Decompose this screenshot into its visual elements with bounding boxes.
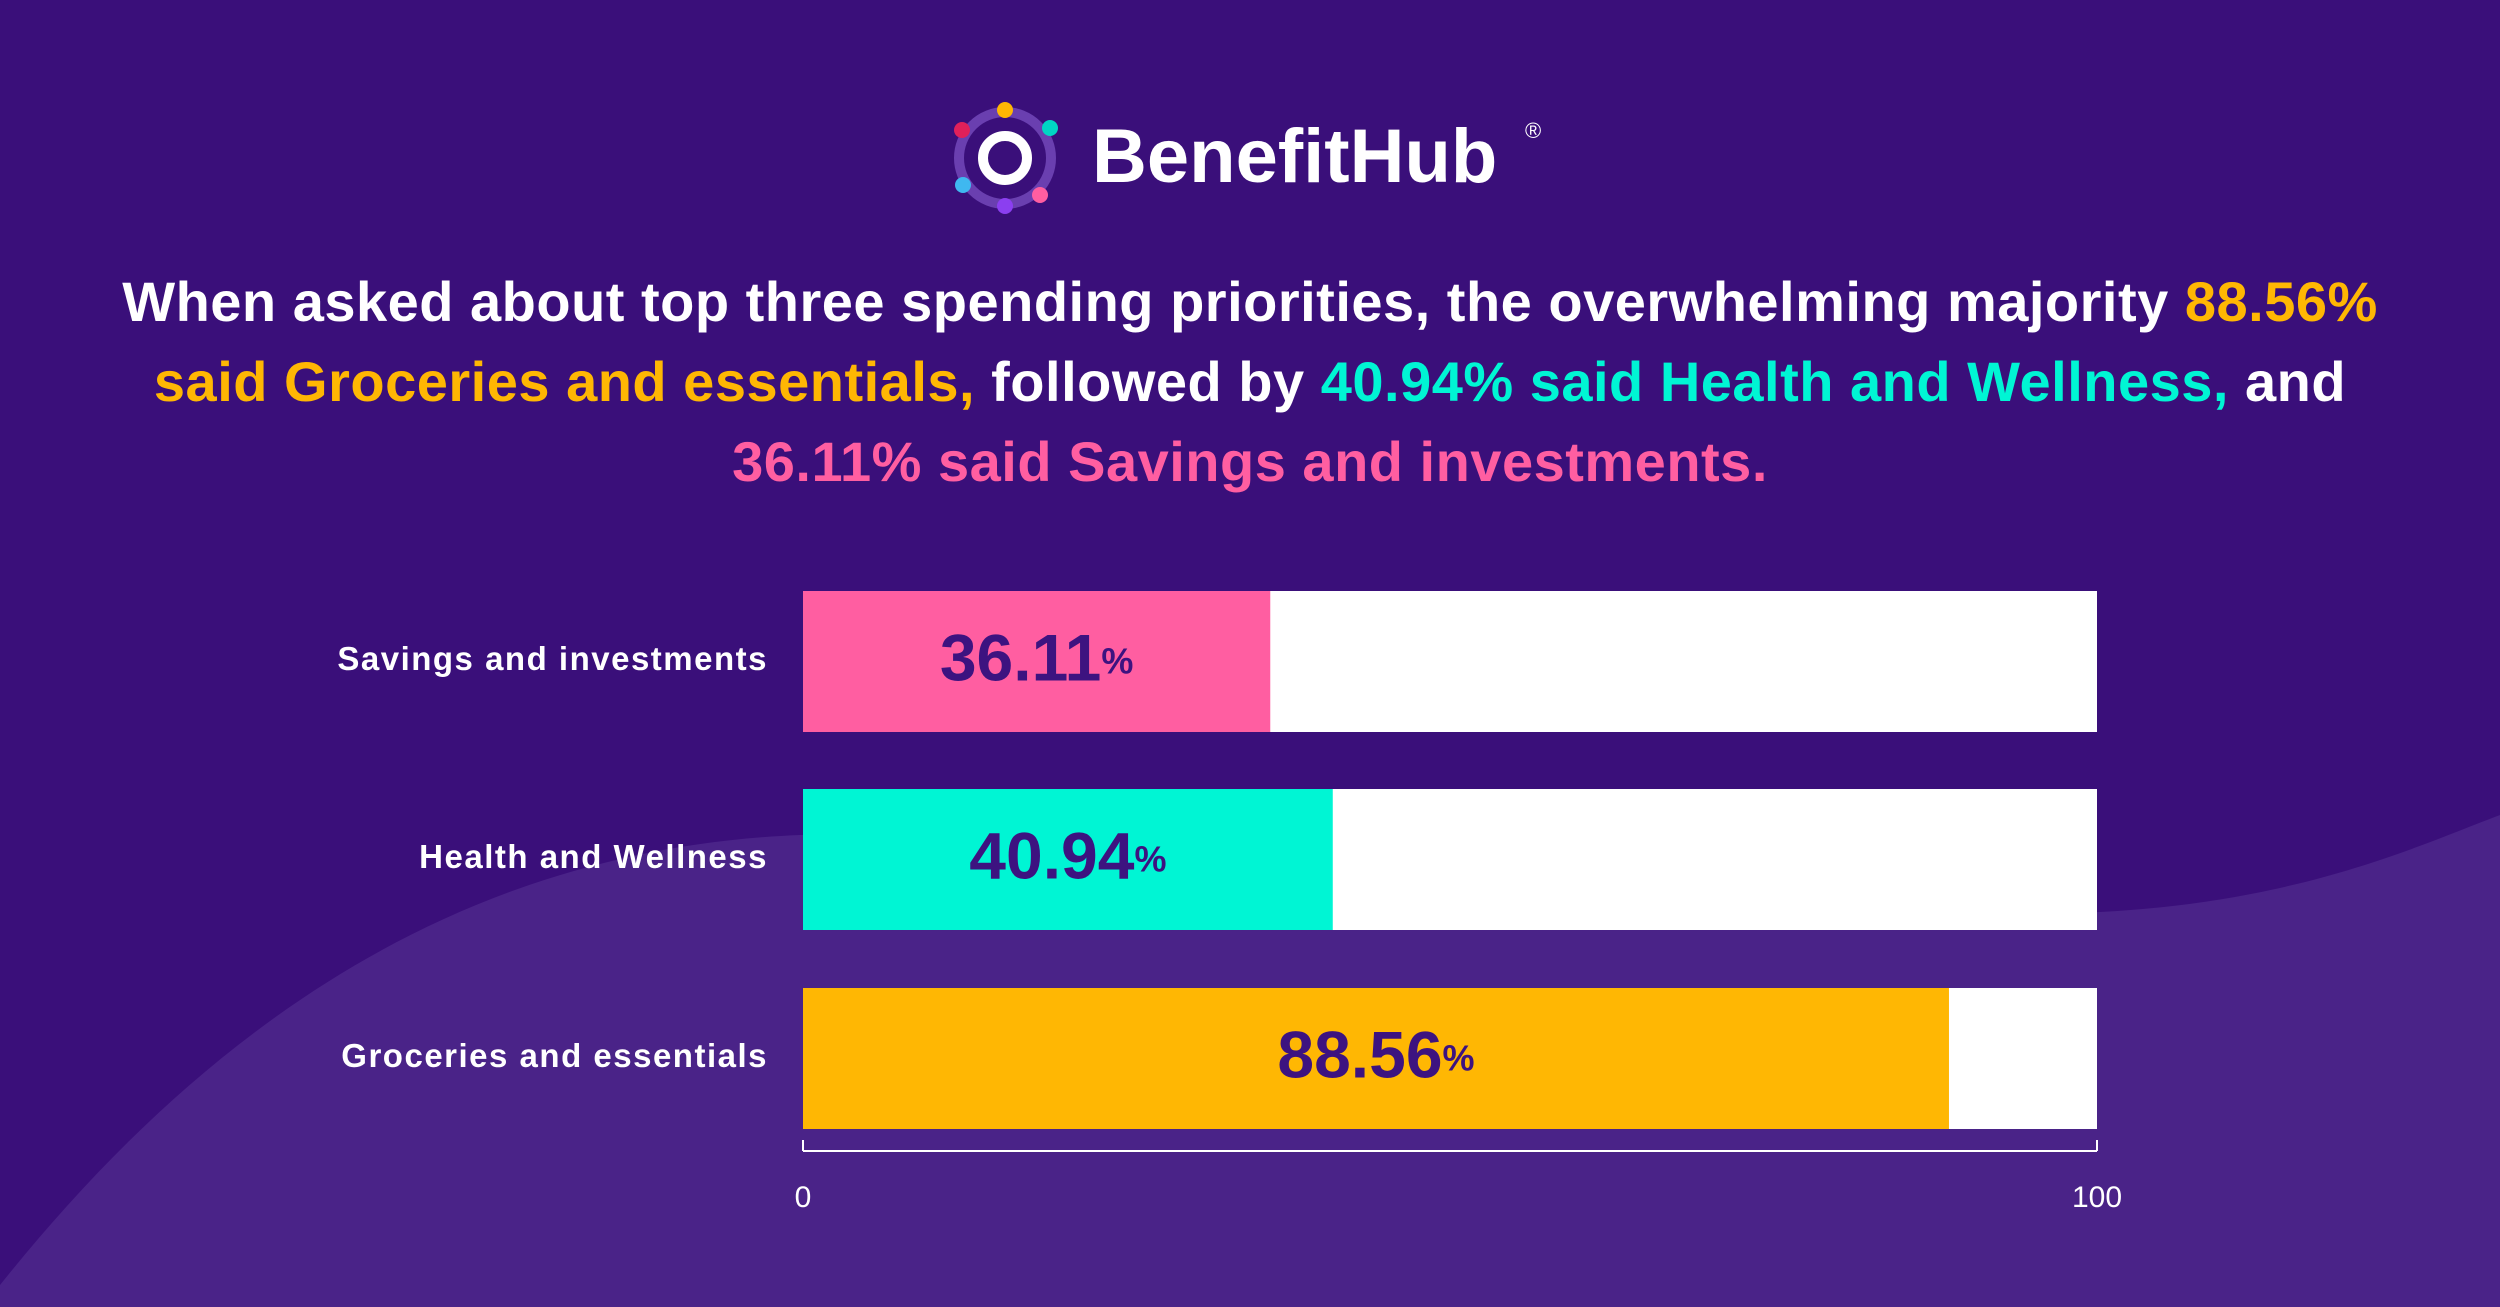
category-label: Health and Wellness — [419, 838, 768, 875]
logo-icon — [954, 102, 1058, 214]
value-label: 40.94% — [969, 819, 1166, 893]
headline-segment: followed by — [975, 350, 1321, 413]
headline: When asked about top three spending prio… — [120, 262, 2380, 502]
headline-segment: and — [2228, 350, 2347, 413]
category-label: Savings and investments — [337, 640, 768, 677]
x-tick-label: 0 — [795, 1181, 812, 1214]
headline-segment: When asked about top three spending prio… — [122, 270, 2185, 333]
logo-text: BenefitHub — [1092, 114, 1497, 199]
category-label: Groceries and essentials — [341, 1037, 768, 1074]
bar — [803, 988, 1949, 1129]
headline-segment: 36.11% said Savings and investments. — [732, 430, 1768, 493]
logo-mark: ® — [1525, 118, 1541, 143]
bar — [803, 789, 1333, 930]
value-label: 88.56% — [1277, 1018, 1474, 1092]
x-tick-label: 100 — [2072, 1181, 2122, 1214]
headline-segment: 40.94% said Health and Wellness, — [1320, 350, 2229, 413]
headline-segment: 88.56% said Groceries and essentials, — [153, 270, 2378, 413]
bar — [803, 591, 1271, 732]
value-label: 36.11% — [940, 621, 1134, 695]
